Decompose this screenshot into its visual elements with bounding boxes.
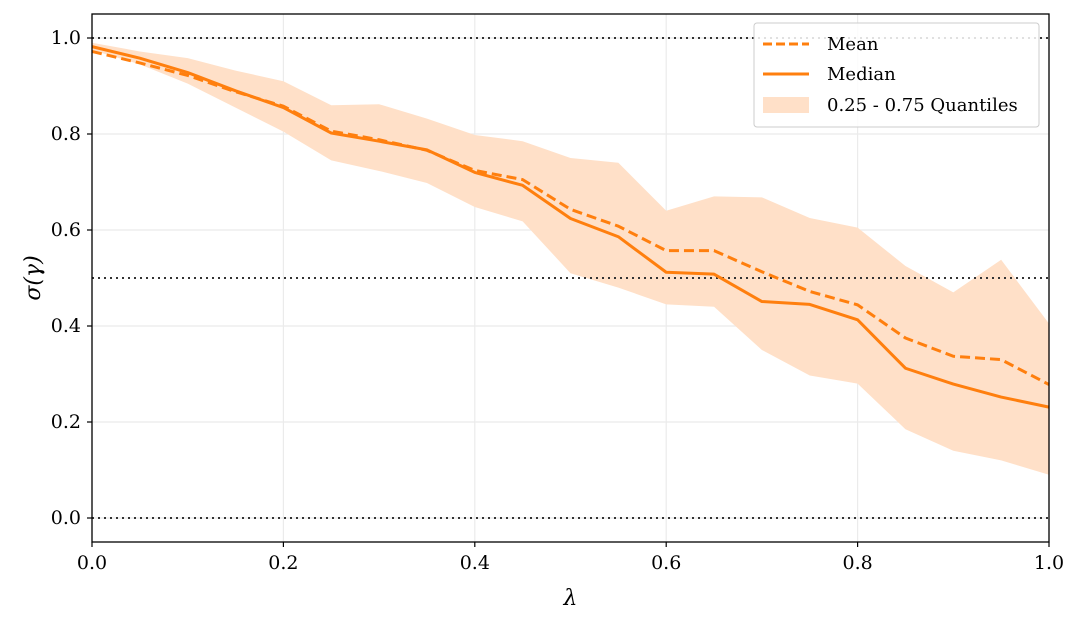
quantile-band-layer	[92, 42, 1049, 475]
legend-box	[753, 22, 1040, 128]
y-tick-label-5: 1.0	[51, 27, 81, 49]
legend-mean-label: Mean	[827, 34, 879, 55]
legend: Mean Median 0.25 - 0.75 Quantiles	[753, 22, 1040, 128]
x-tick-label-1: 0.2	[268, 552, 298, 574]
y-tick-label-0: 0.0	[51, 507, 81, 529]
y-tick-label-1: 0.2	[51, 411, 81, 433]
y-tick-label-2: 0.4	[51, 315, 81, 337]
series-layer	[91, 45, 1050, 409]
x-tick-label-4: 0.8	[842, 552, 872, 574]
plot-frame	[91, 13, 1050, 543]
legend-band-swatch	[763, 97, 809, 113]
legend-median-label: Median	[827, 64, 896, 85]
y-tick-label-3: 0.6	[51, 219, 81, 241]
x-tick-label-0: 0.0	[77, 552, 107, 574]
x-tick-label-2: 0.4	[460, 552, 490, 574]
y-axis-label: σ(γ)	[21, 255, 46, 300]
legend-band-label: 0.25 - 0.75 Quantiles	[827, 95, 1018, 116]
median-line	[91, 45, 1050, 409]
x-tick-label-3: 0.6	[651, 552, 681, 574]
x-tick-label-5: 1.0	[1034, 552, 1064, 574]
y-axis-ticks: 0.0 0.2 0.4 0.6 0.8 1.0	[51, 27, 92, 529]
x-axis-label: λ	[563, 586, 578, 611]
quantile-band	[92, 42, 1049, 475]
x-axis-ticks: 0.0 0.2 0.4 0.6 0.8 1.0	[77, 542, 1064, 574]
y-tick-label-4: 0.8	[51, 123, 81, 145]
